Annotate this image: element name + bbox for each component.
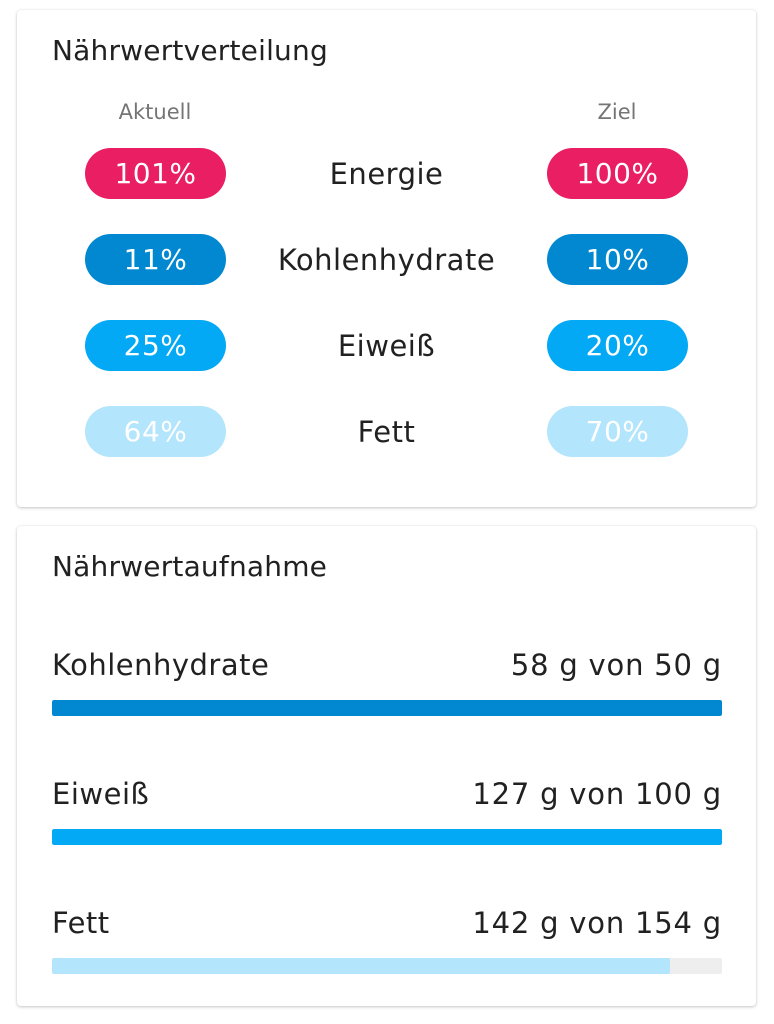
progress-track (52, 700, 722, 716)
nutrient-distribution-card: Nährwertverteilung Aktuell Ziel 101% Ene… (17, 10, 756, 507)
intake-label: Fett (52, 906, 110, 940)
nutrient-label: Eiweiß (337, 328, 436, 363)
intake-row-protein: Eiweiß 127 g von 100 g (52, 777, 722, 867)
nutrient-intake-card: Nährwertaufnahme Kohlenhydrate 58 g von … (17, 526, 756, 1006)
intake-title: Nährwertaufnahme (52, 550, 328, 583)
current-value-pill: 101% (85, 148, 226, 199)
progress-track (52, 829, 722, 845)
distribution-row-protein: 25% Eiweiß 20% (17, 320, 756, 371)
target-column-header: Ziel (597, 100, 637, 124)
distribution-row-carbs: 11% Kohlenhydrate 10% (17, 234, 756, 285)
intake-label: Kohlenhydrate (52, 648, 270, 682)
intake-row-carbs: Kohlenhydrate 58 g von 50 g (52, 648, 722, 738)
distribution-row-energy: 101% Energie 100% (17, 148, 756, 199)
progress-fill (52, 829, 722, 845)
target-value-pill: 20% (547, 320, 688, 371)
current-value-pill: 11% (85, 234, 226, 285)
intake-amount: 127 g von 100 g (472, 777, 722, 811)
intake-amount: 142 g von 154 g (472, 906, 722, 940)
nutrient-label: Energie (329, 156, 444, 191)
progress-fill (52, 700, 722, 716)
intake-label: Eiweiß (52, 777, 150, 811)
nutrient-label: Fett (357, 414, 416, 449)
intake-amount: 58 g von 50 g (510, 648, 722, 682)
target-value-pill: 10% (547, 234, 688, 285)
target-value-pill: 100% (547, 148, 688, 199)
progress-fill (52, 958, 670, 974)
distribution-title: Nährwertverteilung (52, 34, 328, 67)
target-value-pill: 70% (547, 406, 688, 457)
intake-row-fat: Fett 142 g von 154 g (52, 906, 722, 996)
current-value-pill: 25% (85, 320, 226, 371)
nutrient-label: Kohlenhydrate (277, 242, 496, 277)
current-column-header: Aktuell (118, 100, 192, 124)
current-value-pill: 64% (85, 406, 226, 457)
progress-track (52, 958, 722, 974)
distribution-row-fat: 64% Fett 70% (17, 406, 756, 457)
